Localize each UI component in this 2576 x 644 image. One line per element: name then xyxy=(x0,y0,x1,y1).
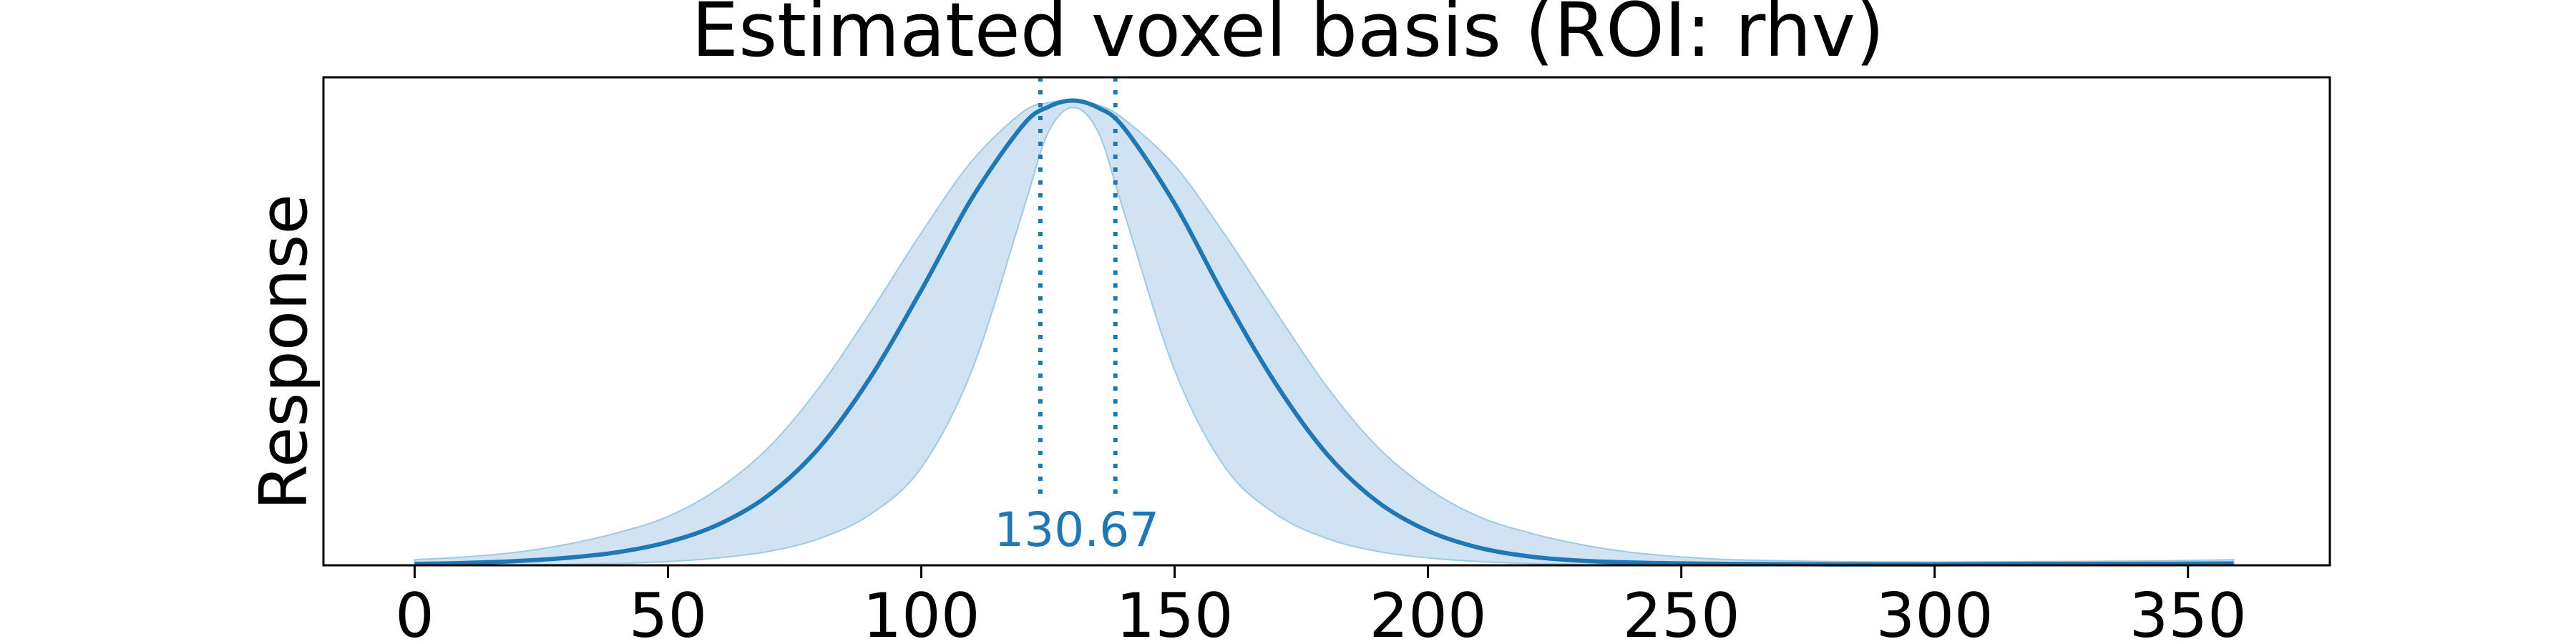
x-tick-label-300: 300 xyxy=(1876,580,1994,644)
x-tick-label-250: 250 xyxy=(1623,580,1740,644)
x-tick-label-350: 350 xyxy=(2129,580,2247,644)
plot-area: 130.67 0 50 100 150 200 250 300 350 xyxy=(322,76,2331,644)
y-axis-label: Response xyxy=(245,194,322,510)
x-tick-label-100: 100 xyxy=(862,580,980,644)
chart-title: Estimated voxel basis (ROI: rhv) xyxy=(691,0,1884,74)
x-tick-label-0: 0 xyxy=(395,580,434,644)
peak-label-box xyxy=(980,501,1174,564)
axes-frame xyxy=(322,76,2331,567)
confidence-band xyxy=(414,99,2235,567)
x-tick-label-200: 200 xyxy=(1370,580,1487,644)
response-curve xyxy=(414,98,2234,567)
x-tick-label-50: 50 xyxy=(629,580,707,644)
x-tick-label-150: 150 xyxy=(1116,580,1233,644)
peak-label: 130.67 xyxy=(994,502,1159,557)
